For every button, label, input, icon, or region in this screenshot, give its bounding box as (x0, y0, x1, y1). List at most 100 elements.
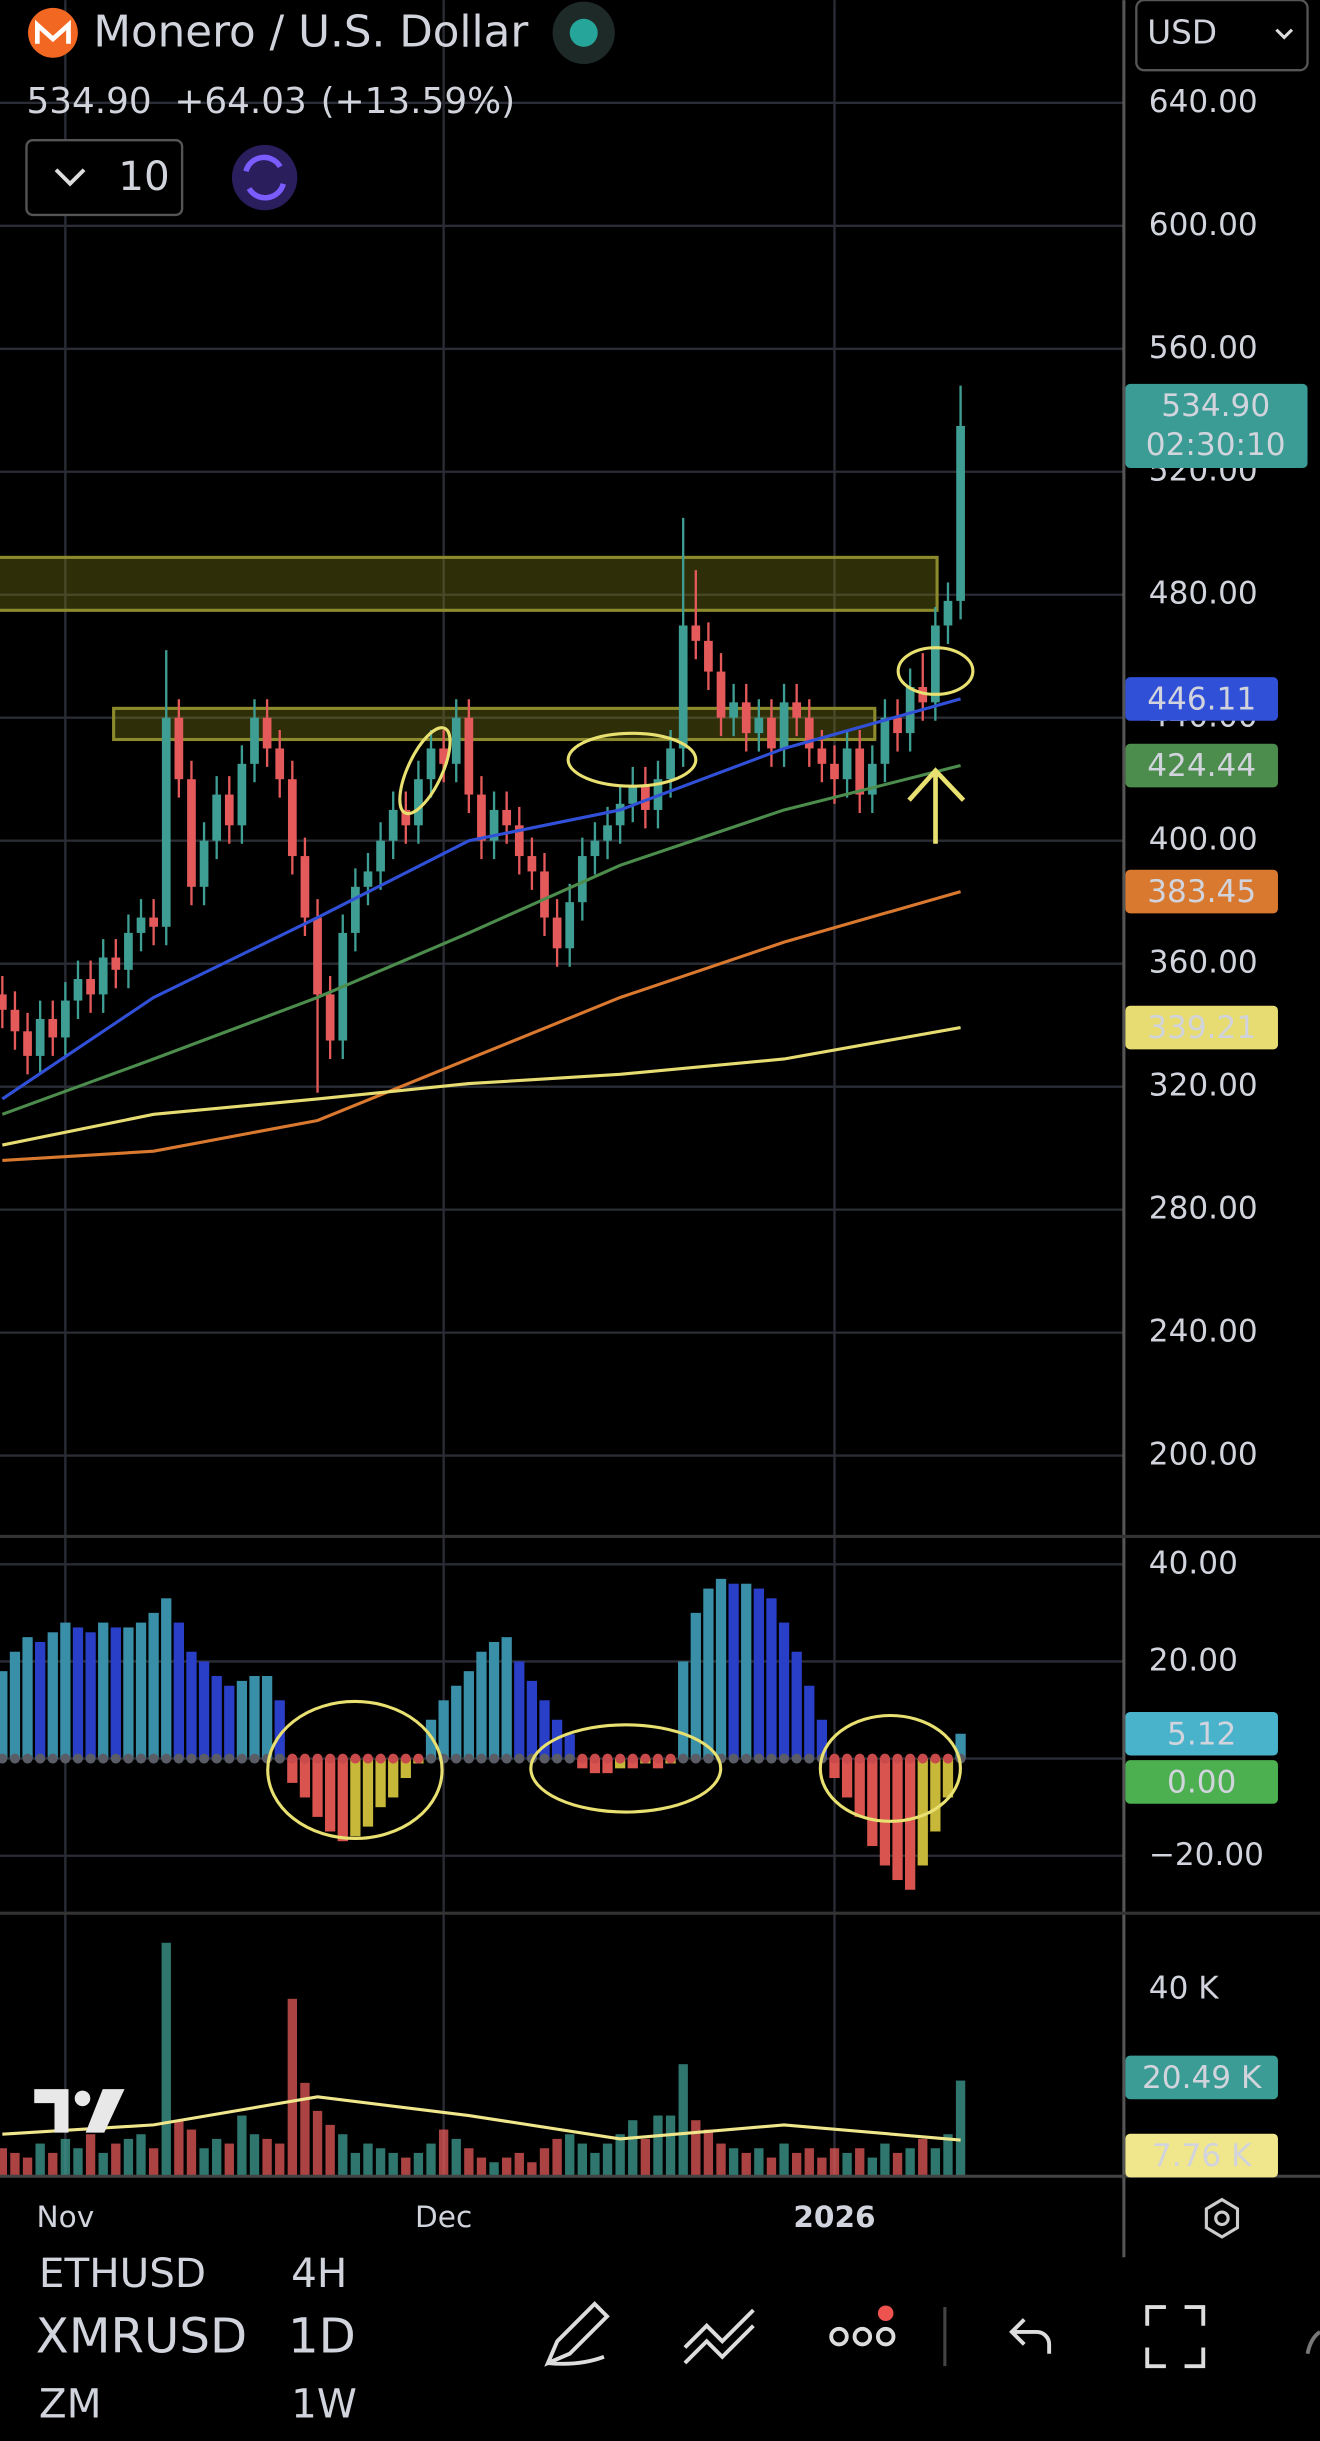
volume-bar (300, 2082, 310, 2177)
y-tick-label: 20.00 (1149, 1642, 1238, 1678)
histogram-bar (905, 1758, 916, 1890)
draw-icon[interactable] (544, 2301, 610, 2367)
interval-box[interactable] (25, 139, 184, 217)
volume-bar (602, 2143, 613, 2177)
candle-body (603, 825, 612, 841)
candle-body (678, 625, 688, 749)
squeeze-dot (0, 1753, 8, 1764)
volume-bar (829, 2148, 840, 2177)
refresh-button[interactable] (231, 144, 298, 211)
volume-bar (905, 2148, 915, 2177)
candle-body (666, 748, 675, 780)
volume-bar (502, 2157, 512, 2177)
more-icon[interactable] (829, 2326, 849, 2347)
histogram-bar (110, 1627, 121, 1759)
candle-body (552, 917, 562, 949)
ma-badge: 383.45 (1147, 874, 1256, 910)
volume-bar (338, 2134, 348, 2177)
fullscreen-icon[interactable] (1145, 2305, 1206, 2369)
histogram-bar (488, 1642, 500, 1759)
squeeze-dot (552, 1753, 563, 1764)
price-badge-bg (1125, 383, 1308, 468)
squeeze-dot (652, 1753, 663, 1764)
more-edge (1305, 2330, 1320, 2355)
currency-select[interactable] (1135, 0, 1309, 72)
y-tick-label: 480.00 (1149, 576, 1258, 612)
next-symbol: ZM (39, 2380, 102, 2428)
squeeze-dot (161, 1753, 172, 1764)
volume-bar (703, 2129, 714, 2177)
moving-average (2, 1026, 961, 1147)
interval-count: 10 (118, 152, 169, 200)
histogram-bar (35, 1642, 46, 1759)
annotations (266, 646, 975, 1841)
x-tick-label: Dec (415, 2200, 472, 2234)
lines-icon[interactable] (683, 2308, 755, 2365)
squeeze-dot (930, 1753, 941, 1764)
zero-badge: 0.00 (1167, 1765, 1236, 1801)
histogram-bar (955, 1733, 966, 1759)
squeeze-dot (728, 1753, 739, 1764)
squeeze-dot (867, 1753, 878, 1764)
volume-bar (514, 2152, 524, 2177)
ma-badge-bg (1125, 1005, 1278, 1050)
interval[interactable]: 1D (288, 2309, 356, 2365)
histogram-bar (514, 1661, 525, 1759)
settings-icon[interactable] (1204, 2197, 1240, 2239)
volume-bar (401, 2157, 411, 2177)
volume-bar (892, 2152, 903, 2177)
squeeze-dot (148, 1753, 159, 1764)
histogram-bar (816, 1719, 828, 1759)
symbol[interactable]: XMRUSD (36, 2309, 247, 2365)
undo-icon[interactable] (1009, 2318, 1052, 2354)
volume-bar (10, 2152, 20, 2177)
candle-body (136, 917, 146, 933)
chevron (1275, 28, 1294, 40)
squeeze-dot (400, 1753, 411, 1764)
histogram-bar (804, 1685, 815, 1759)
candle-body (754, 717, 764, 734)
volume-bar (653, 2115, 663, 2177)
squeeze-dot (842, 1753, 853, 1764)
squeeze-dot (804, 1753, 815, 1764)
volume-bar (691, 2120, 701, 2177)
histogram-bar (148, 1612, 159, 1759)
volume-bar (552, 2138, 562, 2177)
y-tick-label: 600.00 (1149, 207, 1258, 243)
histogram-bar (186, 1651, 197, 1759)
candle-body (590, 840, 600, 857)
ma-badge: 339.21 (1147, 1010, 1256, 1046)
histogram-bar (161, 1598, 172, 1759)
candle-body (540, 871, 549, 918)
squeeze-dot (350, 1753, 361, 1764)
volume-bar (565, 2134, 575, 2177)
coin-logo-mark (35, 19, 71, 44)
logo-part (34, 2089, 69, 2133)
volume-bar (464, 2148, 474, 2177)
settings-icon-center (1214, 2210, 1230, 2227)
volume-bar (375, 2148, 386, 2177)
histogram-bar (476, 1651, 487, 1759)
squeeze-dot (779, 1753, 790, 1764)
squeeze-dot (917, 1753, 928, 1764)
candle-body (401, 809, 411, 826)
histogram-bar (388, 1758, 399, 1798)
candle-body (527, 856, 537, 872)
squeeze-dot (854, 1753, 865, 1764)
ma-badge: 446.11 (1147, 681, 1256, 717)
candle-body (704, 640, 713, 672)
volume-bar (199, 2148, 209, 2177)
candle-body (804, 717, 814, 749)
squeeze-dot (879, 1753, 890, 1764)
squeeze-dot (388, 1753, 399, 1764)
histogram-bar (400, 1758, 411, 1779)
toolbar-bg (0, 2258, 1320, 2441)
candle-body (174, 717, 184, 780)
moving-average (1, 697, 962, 1101)
header-price: 534.90 (26, 81, 151, 122)
squeeze-dot (224, 1753, 235, 1764)
x-tick-label: 2026 (793, 2200, 875, 2234)
squeeze-dot (299, 1753, 310, 1764)
volume-bar (741, 2152, 751, 2177)
ellipse (529, 1723, 723, 1814)
